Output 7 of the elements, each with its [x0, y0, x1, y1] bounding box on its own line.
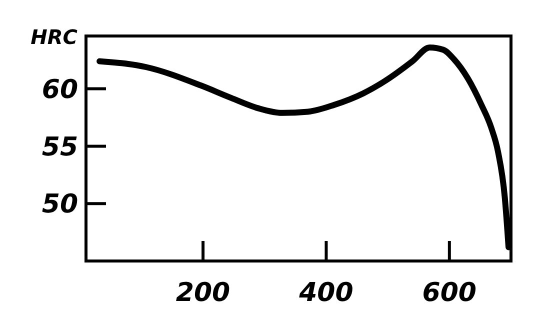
x-tick-label: 600 — [422, 278, 477, 308]
y-axis-title: HRC — [30, 25, 78, 49]
y-tick-label: 55 — [42, 132, 78, 162]
x-tick-label: 200 — [176, 278, 230, 308]
y-tick-label: 50 — [42, 190, 78, 220]
x-tick-label: 400 — [298, 278, 354, 308]
y-tick-label: 60 — [42, 74, 78, 105]
